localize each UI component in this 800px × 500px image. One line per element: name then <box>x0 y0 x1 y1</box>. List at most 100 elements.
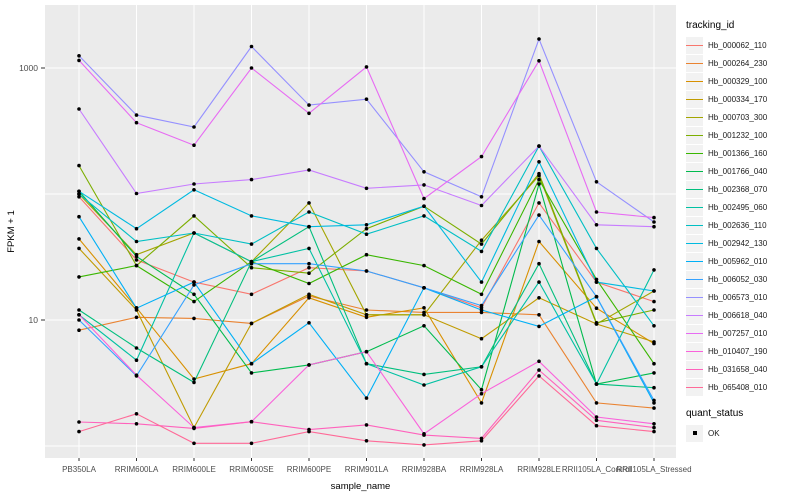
data-point <box>364 423 369 427</box>
data-point <box>594 321 599 325</box>
data-point <box>422 214 426 218</box>
data-point <box>307 265 311 270</box>
legend-label: Hb_000264_230 <box>708 58 768 68</box>
data-point <box>134 373 139 378</box>
legend-color-line <box>686 350 703 352</box>
data-point <box>77 214 81 219</box>
data-point <box>249 242 254 246</box>
legend-label: Hb_000334_170 <box>708 94 768 104</box>
data-point <box>422 183 426 187</box>
legend-key-line <box>686 270 703 288</box>
data-point <box>77 195 81 199</box>
x-tick-label: RRII105LA_Stressed <box>616 465 691 474</box>
data-point <box>364 186 369 191</box>
x-tick-label: RRIM600SE <box>229 465 273 474</box>
data-point <box>479 195 484 199</box>
legend-key-line <box>686 108 703 126</box>
data-point <box>249 321 254 326</box>
legend-label: Hb_000062_110 <box>708 40 767 50</box>
legend-color-line <box>686 116 703 118</box>
quant-legend-label: OK <box>708 428 720 438</box>
data-point <box>537 160 541 164</box>
data-point <box>422 204 426 208</box>
x-tick-label: RRIM928BA <box>402 465 447 474</box>
data-point <box>479 365 484 369</box>
x-tick-label: RRIM600LA <box>115 465 159 474</box>
data-point <box>307 261 311 266</box>
data-point <box>594 423 599 428</box>
x-tick-label: RRIM928LA <box>460 465 504 474</box>
data-point <box>364 65 369 69</box>
legend-key-line <box>686 378 703 396</box>
y-tick-label: 1000 <box>19 63 38 73</box>
data-point <box>134 226 139 231</box>
data-point <box>422 324 426 328</box>
legend-key-line <box>686 288 703 306</box>
legend-color-line <box>686 224 703 226</box>
legend-key-line <box>686 162 703 180</box>
x-tick-label: RRIM600PE <box>287 465 331 474</box>
data-point <box>594 223 599 227</box>
data-point <box>422 383 426 387</box>
legend-key-line <box>686 72 703 90</box>
data-point <box>479 238 484 242</box>
data-point <box>594 180 599 184</box>
data-point <box>652 429 656 434</box>
data-point <box>479 280 484 284</box>
data-point <box>537 213 541 217</box>
legend-key-line <box>686 252 703 270</box>
data-point <box>134 120 139 125</box>
data-point <box>594 382 599 386</box>
data-point <box>652 406 656 410</box>
legend-color-line <box>686 278 703 280</box>
legend-key-line <box>686 216 703 234</box>
data-point <box>192 426 196 431</box>
data-point <box>77 275 81 279</box>
legend-item: Hb_002942_130 <box>686 234 800 252</box>
data-point <box>479 439 484 443</box>
data-point <box>192 182 196 186</box>
data-point <box>364 226 369 231</box>
data-point <box>77 58 81 63</box>
data-point <box>594 401 599 405</box>
legend-key-line <box>686 234 703 252</box>
legend-title: tracking_id <box>686 20 735 31</box>
quant-legend-items: OK <box>686 424 800 442</box>
data-point <box>249 44 254 49</box>
data-point <box>192 377 196 381</box>
legend-label: Hb_031658_040 <box>708 364 768 374</box>
legend-label: Hb_002636_110 <box>708 220 767 230</box>
data-point <box>364 313 369 317</box>
data-point <box>77 54 81 58</box>
data-point <box>192 441 196 446</box>
data-point <box>537 261 541 266</box>
data-point <box>249 214 254 218</box>
legend-item: Hb_000334_170 <box>686 90 800 108</box>
data-point <box>134 358 139 363</box>
legend-color-line <box>686 80 703 82</box>
legend-label: Hb_005962_010 <box>708 256 768 266</box>
data-point <box>77 189 81 194</box>
data-point <box>652 220 656 224</box>
data-point <box>192 292 196 297</box>
data-point <box>422 443 426 447</box>
legend-color-line <box>686 332 703 334</box>
data-point <box>249 361 254 366</box>
data-point <box>192 125 196 129</box>
data-point <box>652 371 656 375</box>
quant-legend-title: quant_status <box>686 408 744 419</box>
data-point <box>537 313 541 317</box>
data-point <box>537 280 541 284</box>
x-tick-label: RRIM600LE <box>172 465 216 474</box>
data-point <box>652 308 656 312</box>
legend-color-line <box>686 44 703 46</box>
x-axis-title: sample_name <box>331 481 391 492</box>
data-point <box>134 113 139 117</box>
data-point <box>652 422 656 426</box>
legend-color-line <box>686 242 703 244</box>
data-point <box>652 289 656 293</box>
data-point <box>479 154 484 159</box>
legend-key-line <box>686 90 703 108</box>
data-point <box>594 277 599 282</box>
legend-item: Hb_002636_110 <box>686 216 800 234</box>
